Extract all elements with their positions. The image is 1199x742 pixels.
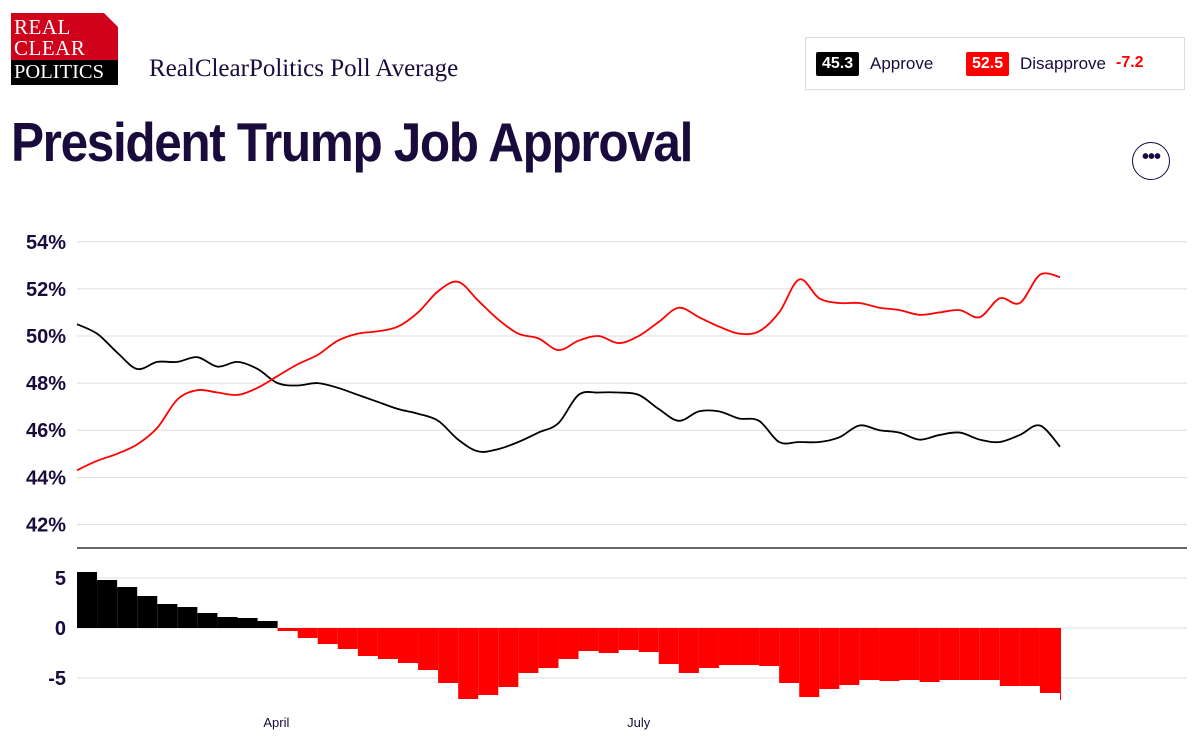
spread-bar bbox=[879, 628, 900, 681]
spread-bar bbox=[779, 628, 800, 683]
approve-label: Approve bbox=[870, 54, 934, 73]
y-tick-label: 52% bbox=[26, 279, 66, 301]
spread-bar bbox=[638, 628, 659, 652]
spread-bar bbox=[999, 628, 1020, 686]
spread-bar bbox=[297, 628, 318, 638]
y-tick-label: 48% bbox=[26, 373, 66, 395]
page-subtitle: RealClearPolitics Poll Average bbox=[149, 55, 459, 82]
spread-bar bbox=[939, 628, 960, 680]
spread-bar bbox=[197, 613, 218, 628]
spread-bar bbox=[1039, 628, 1060, 693]
spread-bar bbox=[899, 628, 920, 680]
spread-bar bbox=[698, 628, 719, 668]
logo-line-politics: POLITICS bbox=[11, 60, 118, 85]
spread-bar bbox=[317, 628, 338, 644]
rcp-logo[interactable]: REAL CLEAR POLITICS bbox=[11, 13, 118, 85]
spread-bar bbox=[277, 628, 298, 631]
spread-bar bbox=[558, 628, 579, 659]
spread-bar bbox=[458, 628, 479, 699]
area-layer bbox=[76, 272, 1061, 700]
approve-value-badge: 45.3 bbox=[816, 52, 860, 76]
series-line-disapprove bbox=[76, 272, 1061, 472]
spread-bar bbox=[397, 628, 419, 663]
poll-summary-box: 45.3 Approve 52.5 Disapprove -7.2 bbox=[805, 37, 1185, 90]
spread-bar bbox=[859, 628, 880, 680]
spread-bar bbox=[739, 628, 760, 665]
spread-bar bbox=[819, 628, 840, 689]
spread-bar bbox=[418, 628, 439, 670]
y-tick-label: 46% bbox=[26, 420, 66, 442]
logo-line-real: REAL bbox=[14, 15, 71, 39]
grid-layer bbox=[77, 241, 1187, 679]
spread-bar bbox=[839, 628, 860, 685]
disapprove-label: Disapprove bbox=[1020, 54, 1106, 73]
spread-bar bbox=[237, 618, 258, 628]
more-options-button[interactable]: ••• bbox=[1132, 142, 1170, 180]
spread-bar bbox=[1060, 628, 1061, 700]
spread-bar bbox=[538, 628, 559, 668]
spread-tick-label: 5 bbox=[55, 568, 66, 590]
x-tick-label: July bbox=[627, 715, 651, 730]
spread-bar bbox=[1019, 628, 1040, 686]
spread-bar bbox=[658, 628, 679, 664]
ellipsis-icon: ••• bbox=[1141, 146, 1161, 168]
spread-bar bbox=[518, 628, 539, 673]
spread-value: -7.2 bbox=[1116, 54, 1144, 71]
spread-bar bbox=[77, 572, 98, 628]
spread-bar bbox=[799, 628, 820, 697]
spread-bar bbox=[337, 628, 358, 649]
spread-bar bbox=[157, 604, 178, 628]
disapprove-value-badge: 52.5 bbox=[966, 52, 1010, 76]
x-tick-label: April bbox=[263, 715, 289, 730]
spread-bar bbox=[498, 628, 519, 687]
logo-corner-fold bbox=[104, 13, 118, 27]
page-title: President Trump Job Approval bbox=[11, 111, 693, 173]
approval-chart: 54% 52% 50% 48% 46% 44% 42% 5 0 -5 April July bbox=[26, 232, 1187, 730]
y-tick-label: 54% bbox=[26, 232, 66, 254]
spread-bar bbox=[618, 628, 639, 650]
spread-bar bbox=[578, 628, 599, 651]
spread-bar bbox=[137, 596, 158, 628]
spread-bar bbox=[117, 587, 138, 628]
logo-line-clear: CLEAR bbox=[14, 36, 86, 60]
y-tick-label: 50% bbox=[26, 326, 66, 348]
spread-tick-label: 0 bbox=[55, 618, 66, 640]
y-tick-label: 42% bbox=[26, 514, 66, 536]
spread-bar bbox=[438, 628, 459, 683]
spread-bar bbox=[357, 628, 378, 656]
spread-bar bbox=[257, 621, 278, 628]
spread-bar bbox=[97, 580, 118, 628]
spread-bar bbox=[377, 628, 398, 659]
spread-bar bbox=[478, 628, 499, 695]
axis-layer: 54% 52% 50% 48% 46% 44% 42% 5 0 -5 April July bbox=[26, 232, 1187, 730]
spread-bar bbox=[718, 628, 740, 665]
spread-bar bbox=[177, 607, 198, 628]
spread-bar bbox=[598, 628, 619, 653]
spread-bar bbox=[678, 628, 699, 673]
spread-bar bbox=[979, 628, 1000, 680]
series-line-approve bbox=[76, 323, 1061, 453]
spread-tick-label: -5 bbox=[48, 668, 66, 690]
spread-bar bbox=[919, 628, 940, 682]
spread-bar bbox=[959, 628, 980, 680]
spread-bar bbox=[217, 617, 238, 628]
spread-bar bbox=[759, 628, 780, 666]
y-tick-label: 44% bbox=[26, 467, 66, 489]
